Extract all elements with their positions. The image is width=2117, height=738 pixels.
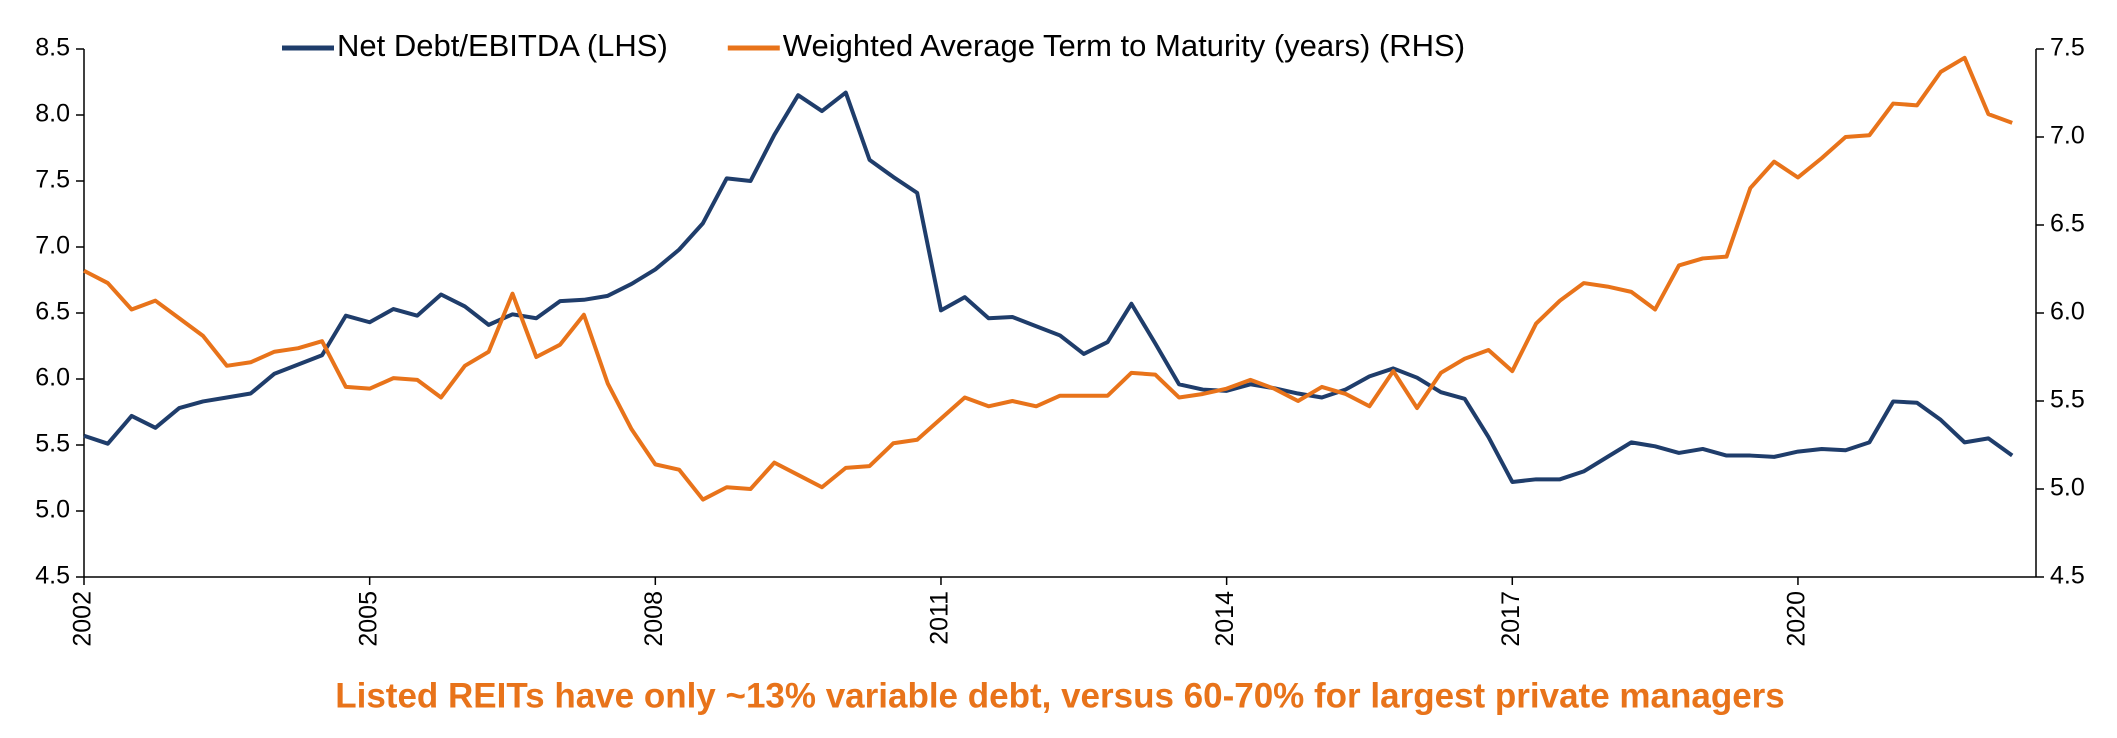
x-tick-label: 2017: [1497, 591, 1525, 647]
y2-tick-label: 6.5: [2050, 210, 2085, 238]
y-tick-label: 5.0: [35, 496, 70, 524]
y-tick-label: 7.0: [35, 232, 70, 260]
series-line: [83, 55, 2013, 502]
y-tick-label: 6.5: [35, 298, 70, 326]
x-tick-label: 2008: [640, 591, 668, 647]
y-tick-label: 8.0: [35, 100, 70, 128]
y2-tick-label: 4.5: [2050, 562, 2085, 590]
legend-label: Weighted Average Term to Maturity (years…: [783, 28, 1465, 63]
y2-tick-label: 6.0: [2050, 298, 2085, 326]
x-tick-label: 2014: [1211, 591, 1239, 647]
caption: Listed REITs have only ~13% variable deb…: [335, 676, 1785, 715]
x-tick-label: 2002: [69, 591, 97, 647]
y-tick-label: 7.5: [35, 166, 70, 194]
y-tick-label: 4.5: [35, 562, 70, 590]
x-tick-label: 2011: [926, 591, 954, 645]
y-tick-label: 8.5: [35, 34, 70, 62]
series-line: [83, 90, 2014, 484]
y2-tick-label: 7.5: [2050, 34, 2085, 62]
y2-tick-label: 5.0: [2050, 474, 2085, 502]
x-tick-label: 2005: [354, 591, 382, 647]
x-tick-label: 2020: [1783, 591, 1811, 647]
y-tick-label: 5.5: [35, 430, 70, 458]
y2-tick-label: 7.0: [2050, 122, 2085, 150]
y2-tick-label: 5.5: [2050, 386, 2085, 414]
legend-label: Net Debt/EBITDA (LHS): [337, 28, 668, 63]
y-tick-label: 6.0: [35, 364, 70, 392]
